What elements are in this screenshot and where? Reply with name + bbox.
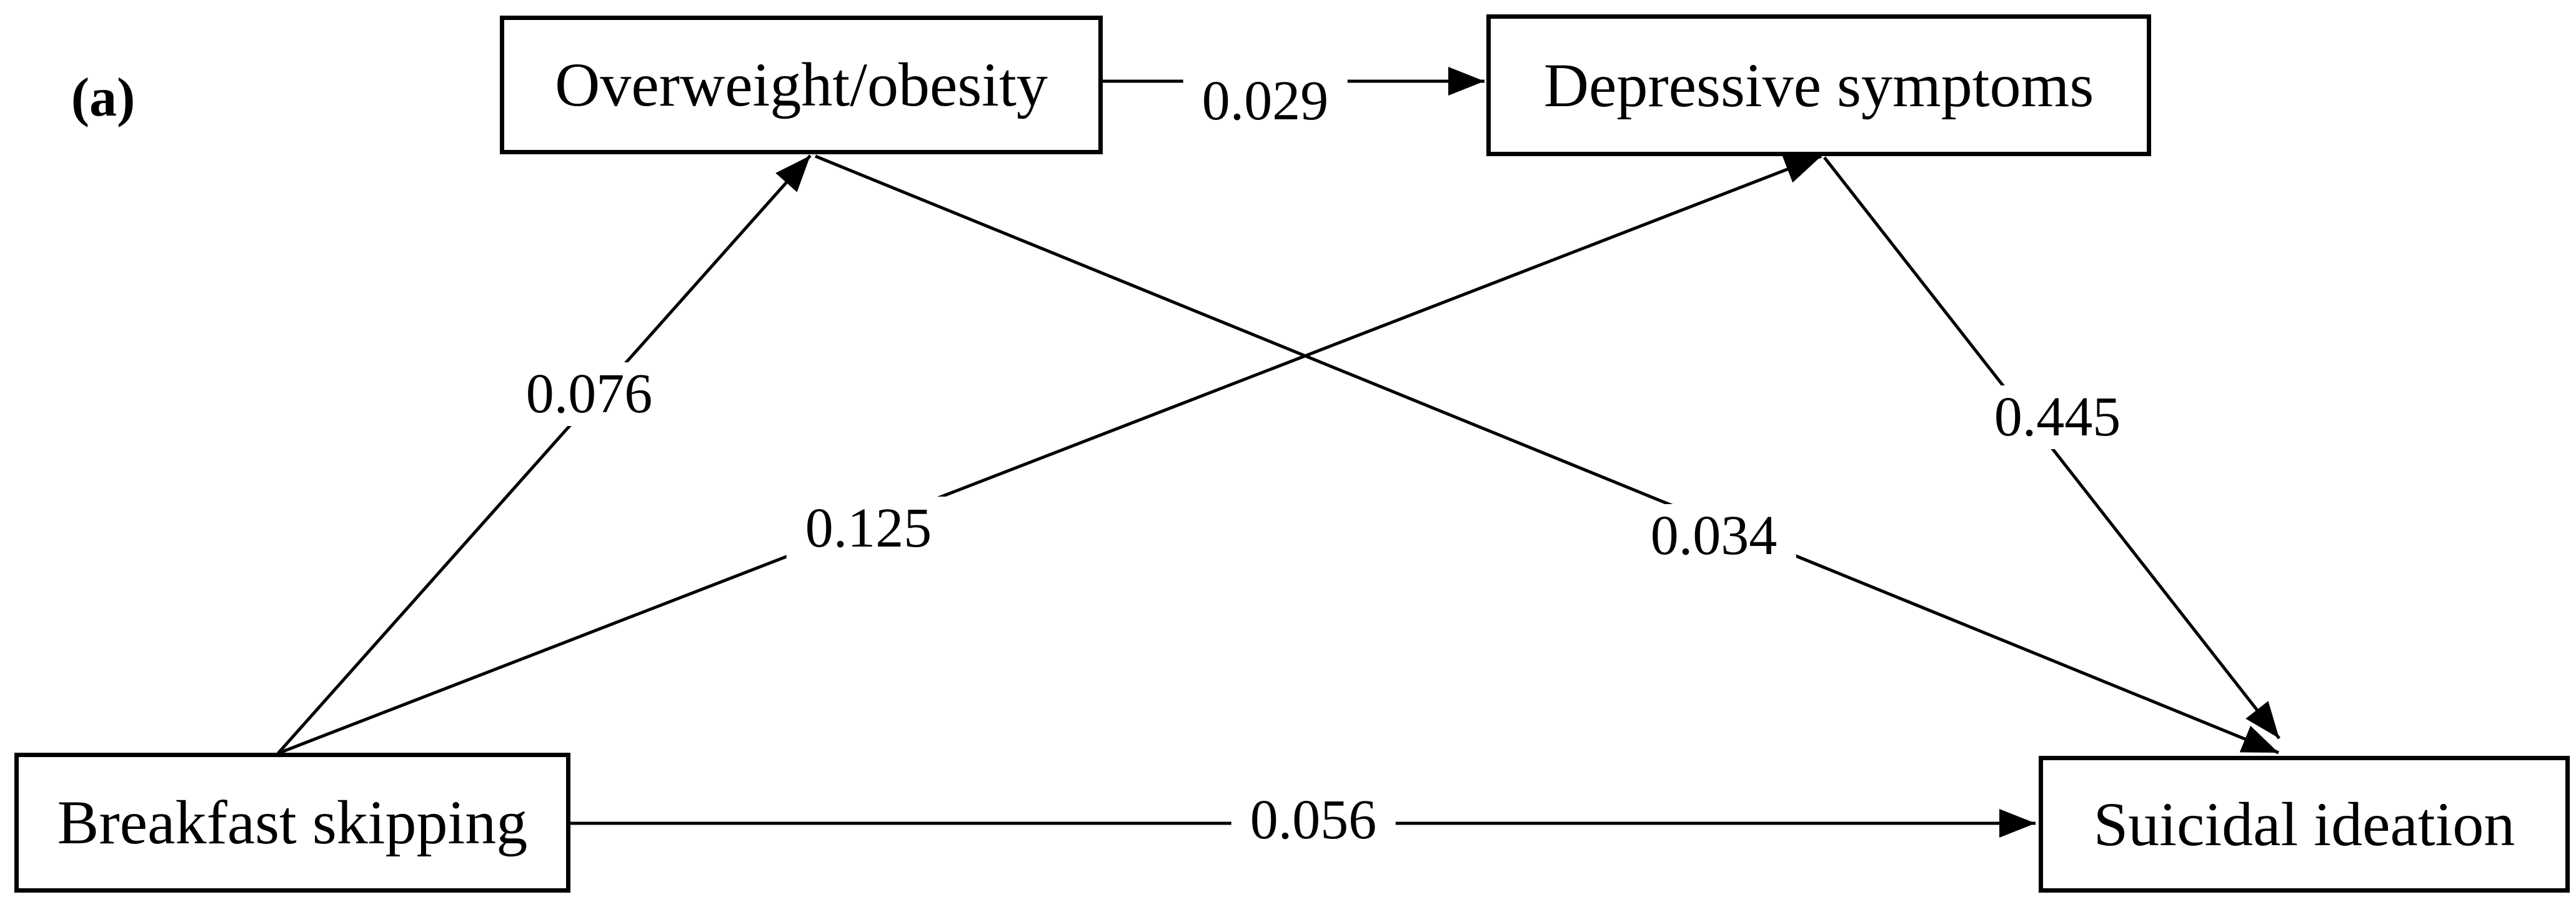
node-breakfast-skipping: Breakfast skipping (14, 753, 570, 893)
node-depressive-symptoms: Depressive symptoms (1486, 14, 2151, 156)
arrow-breakfast-to-overweight (277, 154, 812, 755)
node-suicidal-ideation-label: Suicidal ideation (2093, 789, 2515, 859)
arrow-breakfast-to-depressive (277, 154, 1822, 755)
node-overweight-obesity-label: Overweight/obesity (555, 50, 1048, 119)
arrow-overweight-to-suicidal (815, 154, 2279, 755)
edge-coefficient-overweight-depressive: 0.029 (1183, 69, 1348, 133)
edge-coefficient-breakfast-overweight: 0.076 (507, 362, 672, 426)
edge-coefficient-depressive-suicidal: 0.445 (1975, 385, 2140, 449)
edge-coefficient-breakfast-depressive: 0.125 (786, 497, 951, 560)
node-depressive-symptoms-label: Depressive symptoms (1543, 50, 2094, 120)
edge-coefficient-breakfast-suicidal: 0.056 (1231, 788, 1396, 852)
panel-label: (a) (71, 67, 136, 128)
edge-coefficient-overweight-suicidal: 0.034 (1631, 504, 1796, 568)
node-overweight-obesity: Overweight/obesity (500, 16, 1103, 154)
node-suicidal-ideation: Suicidal ideation (2039, 756, 2570, 893)
node-breakfast-skipping-label: Breakfast skipping (57, 788, 528, 857)
